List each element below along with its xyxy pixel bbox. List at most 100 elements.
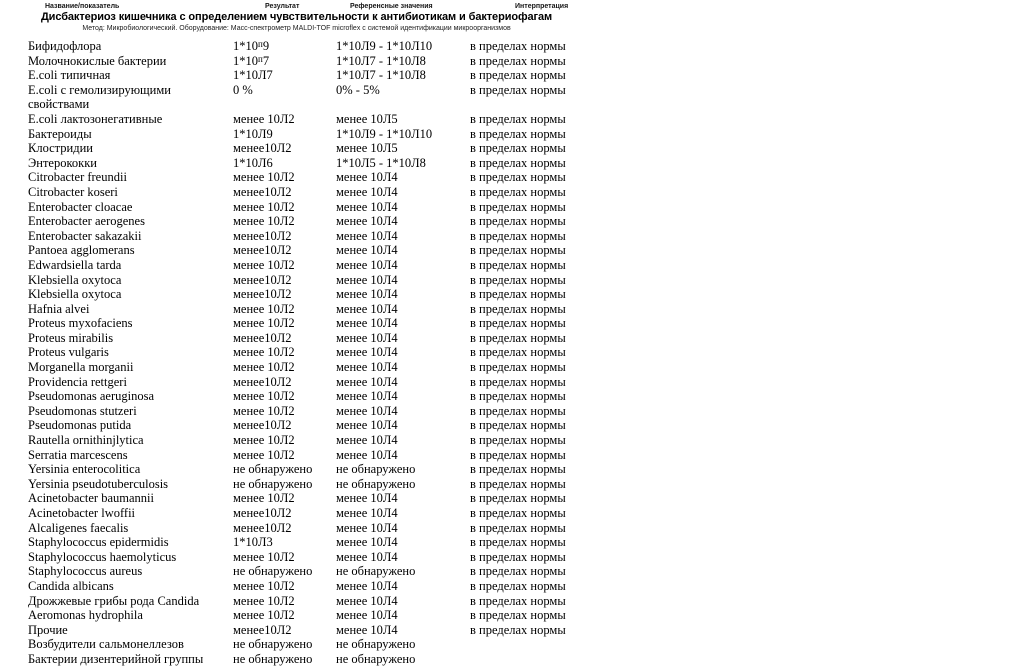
result-value: менее10Л2 <box>233 184 292 199</box>
result-value: 1*10Л9 <box>233 126 273 141</box>
result-value: не обнаружено <box>233 637 313 652</box>
organism-name: Yersinia pseudotuberculosis <box>28 476 169 491</box>
table-row: Hafnia alvei менее 10Л2 менее 10Л4 в пре… <box>28 302 808 317</box>
reference-range: менее 10Л4 <box>336 330 398 345</box>
reference-range: не обнаружено <box>336 637 416 652</box>
organism-name: Enterobacter cloacae <box>28 199 133 214</box>
interpretation-value: в пределах нормы <box>470 301 566 316</box>
reference-range: менее 10Л4 <box>336 535 398 550</box>
result-value: менее 10Л2 <box>233 199 295 214</box>
table-row: Acinetobacter lwoffii менее10Л2 менее 10… <box>28 506 808 521</box>
interpretation-value: в пределах нормы <box>470 549 566 564</box>
interpretation-value <box>470 652 640 667</box>
organism-name: Providencia rettgeri <box>28 374 127 389</box>
organism-name: Бифидофлора <box>28 39 102 53</box>
interpretation-value: в пределах нормы <box>470 126 566 141</box>
table-row: Энтерококки 1*10Л6 1*10Л5 - 1*10Л8 в пре… <box>28 156 808 171</box>
interpretation-value: в пределах нормы <box>470 170 566 185</box>
organism-name: Morganella morganii <box>28 360 134 375</box>
interpretation-value: в пределах нормы <box>470 608 566 623</box>
reference-range: менее 10Л4 <box>336 506 398 520</box>
table-row: E.coli с гемолизирующими свойствами 0 % … <box>28 83 808 112</box>
interpretation-value: в пределах нормы <box>470 564 566 579</box>
result-value: менее 10Л2 <box>233 578 295 593</box>
reference-range: менее 10Л4 <box>336 301 398 316</box>
reference-range: не обнаружено <box>336 462 416 477</box>
table-row: Молочнокислые бактерии 1*10п7 1*10Л7 - 1… <box>28 54 808 69</box>
result-value: менее 10Л2 <box>233 389 295 404</box>
interpretation-value: в пределах нормы <box>470 184 566 199</box>
reference-range: менее 10Л4 <box>336 578 398 593</box>
reference-range: менее 10Л4 <box>336 170 398 185</box>
result-value: менее 10Л2 <box>233 549 295 564</box>
table-row: Proteus myxofaciens менее 10Л2 менее 10Л… <box>28 316 808 331</box>
table-row: Citrobacter koseri менее10Л2 менее 10Л4 … <box>28 185 808 200</box>
interpretation-value: в пределах нормы <box>470 330 566 345</box>
results-table: Бифидофлора 1*10п9 1*10Л9 - 1*10Л10 в пр… <box>28 39 808 667</box>
reference-range: 0% - 5% <box>336 82 380 97</box>
table-row: Прочие менее10Л2 менее 10Л4 в пределах н… <box>28 623 808 638</box>
organism-name: Serratia marcescens <box>28 447 128 462</box>
interpretation-value: в пределах нормы <box>470 228 566 243</box>
reference-range: менее 10Л4 <box>336 360 398 375</box>
result-value: 0 % <box>233 82 253 97</box>
result-value: не обнаружено <box>233 564 313 579</box>
organism-name: Возбудители сальмонеллезов <box>28 637 184 652</box>
organism-name: Pseudomonas stutzeri <box>28 403 137 418</box>
result-value: менее10Л2 <box>233 287 292 302</box>
interpretation-value: в пределах нормы <box>470 257 566 272</box>
reference-range: менее 10Л4 <box>336 447 398 462</box>
interpretation-value: в пределах нормы <box>470 214 566 229</box>
reference-range: менее 10Л4 <box>336 316 398 331</box>
organism-name: Hafnia alvei <box>28 301 90 316</box>
result-value: менее 10Л2 <box>233 257 295 272</box>
reference-range: менее 10Л4 <box>336 608 398 623</box>
reference-range: 1*10Л9 - 1*10Л10 <box>336 126 433 141</box>
interpretation-value: в пределах нормы <box>470 593 566 608</box>
organism-name: E.coli с гемолизирующими свойствами <box>28 82 171 112</box>
interpretation-value: в пределах нормы <box>470 82 566 97</box>
table-row: Proteus vulgaris менее 10Л2 менее 10Л4 в… <box>28 345 808 360</box>
result-value: 1*10Л3 <box>233 535 273 550</box>
organism-name: Клостридии <box>28 141 93 156</box>
result-value: менее 10Л2 <box>233 301 295 316</box>
organism-name: Энтерококки <box>28 155 97 170</box>
table-row: Rautella ornithinjlytica менее 10Л2 мене… <box>28 433 808 448</box>
interpretation-value: в пределах нормы <box>470 243 566 258</box>
report-title: Дисбактериоз кишечника с определением чу… <box>40 11 553 23</box>
interpretation-value: в пределах нормы <box>470 491 566 506</box>
table-row: Возбудители сальмонеллезов не обнаружено… <box>28 637 808 652</box>
interpretation-value: в пределах нормы <box>470 199 566 214</box>
organism-name: Candida albicans <box>28 578 114 593</box>
organism-name: Klebsiella oxytoca <box>28 287 122 302</box>
table-row: Klebsiella oxytoca менее10Л2 менее 10Л4 … <box>28 273 808 288</box>
result-value: менее10Л2 <box>233 418 292 433</box>
table-row: Staphylococcus epidermidis 1*10Л3 менее … <box>28 535 808 550</box>
organism-name: Yersinia enterocolitica <box>28 462 141 477</box>
organism-name: Дрожжевые грибы рода Candida <box>28 593 200 608</box>
result-value: не обнаружено <box>233 476 313 491</box>
reference-range: менее 10Л4 <box>336 433 398 448</box>
column-header-reference: Референсные значения <box>350 3 433 10</box>
organism-name: E.coli лактозонегативные <box>28 111 163 126</box>
organism-name: Staphylococcus epidermidis <box>28 535 169 550</box>
interpretation-value: в пределах нормы <box>470 53 566 68</box>
table-row: Клостридии менее10Л2 менее 10Л5 в предел… <box>28 141 808 156</box>
table-row: Enterobacter sakazakii менее10Л2 менее 1… <box>28 229 808 244</box>
interpretation-value: в пределах нормы <box>470 141 566 156</box>
reference-range: менее 10Л4 <box>336 491 398 506</box>
organism-name: Proteus mirabilis <box>28 330 114 345</box>
column-header-result: Результат <box>265 3 300 10</box>
reference-range: не обнаружено <box>336 476 416 491</box>
interpretation-value: в пределах нормы <box>470 535 566 550</box>
organism-name: Pseudomonas aeruginosa <box>28 389 155 404</box>
table-row: Edwardsiella tarda менее 10Л2 менее 10Л4… <box>28 258 808 273</box>
interpretation-value: в пределах нормы <box>470 272 566 287</box>
table-row: Providencia rettgeri менее10Л2 менее 10Л… <box>28 375 808 390</box>
result-value: менее 10Л2 <box>233 491 295 506</box>
table-row: Enterobacter aerogenes менее 10Л2 менее … <box>28 214 808 229</box>
table-row: Aeromonas hydrophila менее 10Л2 менее 10… <box>28 608 808 623</box>
reference-range: менее 10Л4 <box>336 243 398 258</box>
column-header-name: Название/показатель <box>45 3 120 10</box>
table-row: Бактероиды 1*10Л9 1*10Л9 - 1*10Л10 в пре… <box>28 127 808 142</box>
